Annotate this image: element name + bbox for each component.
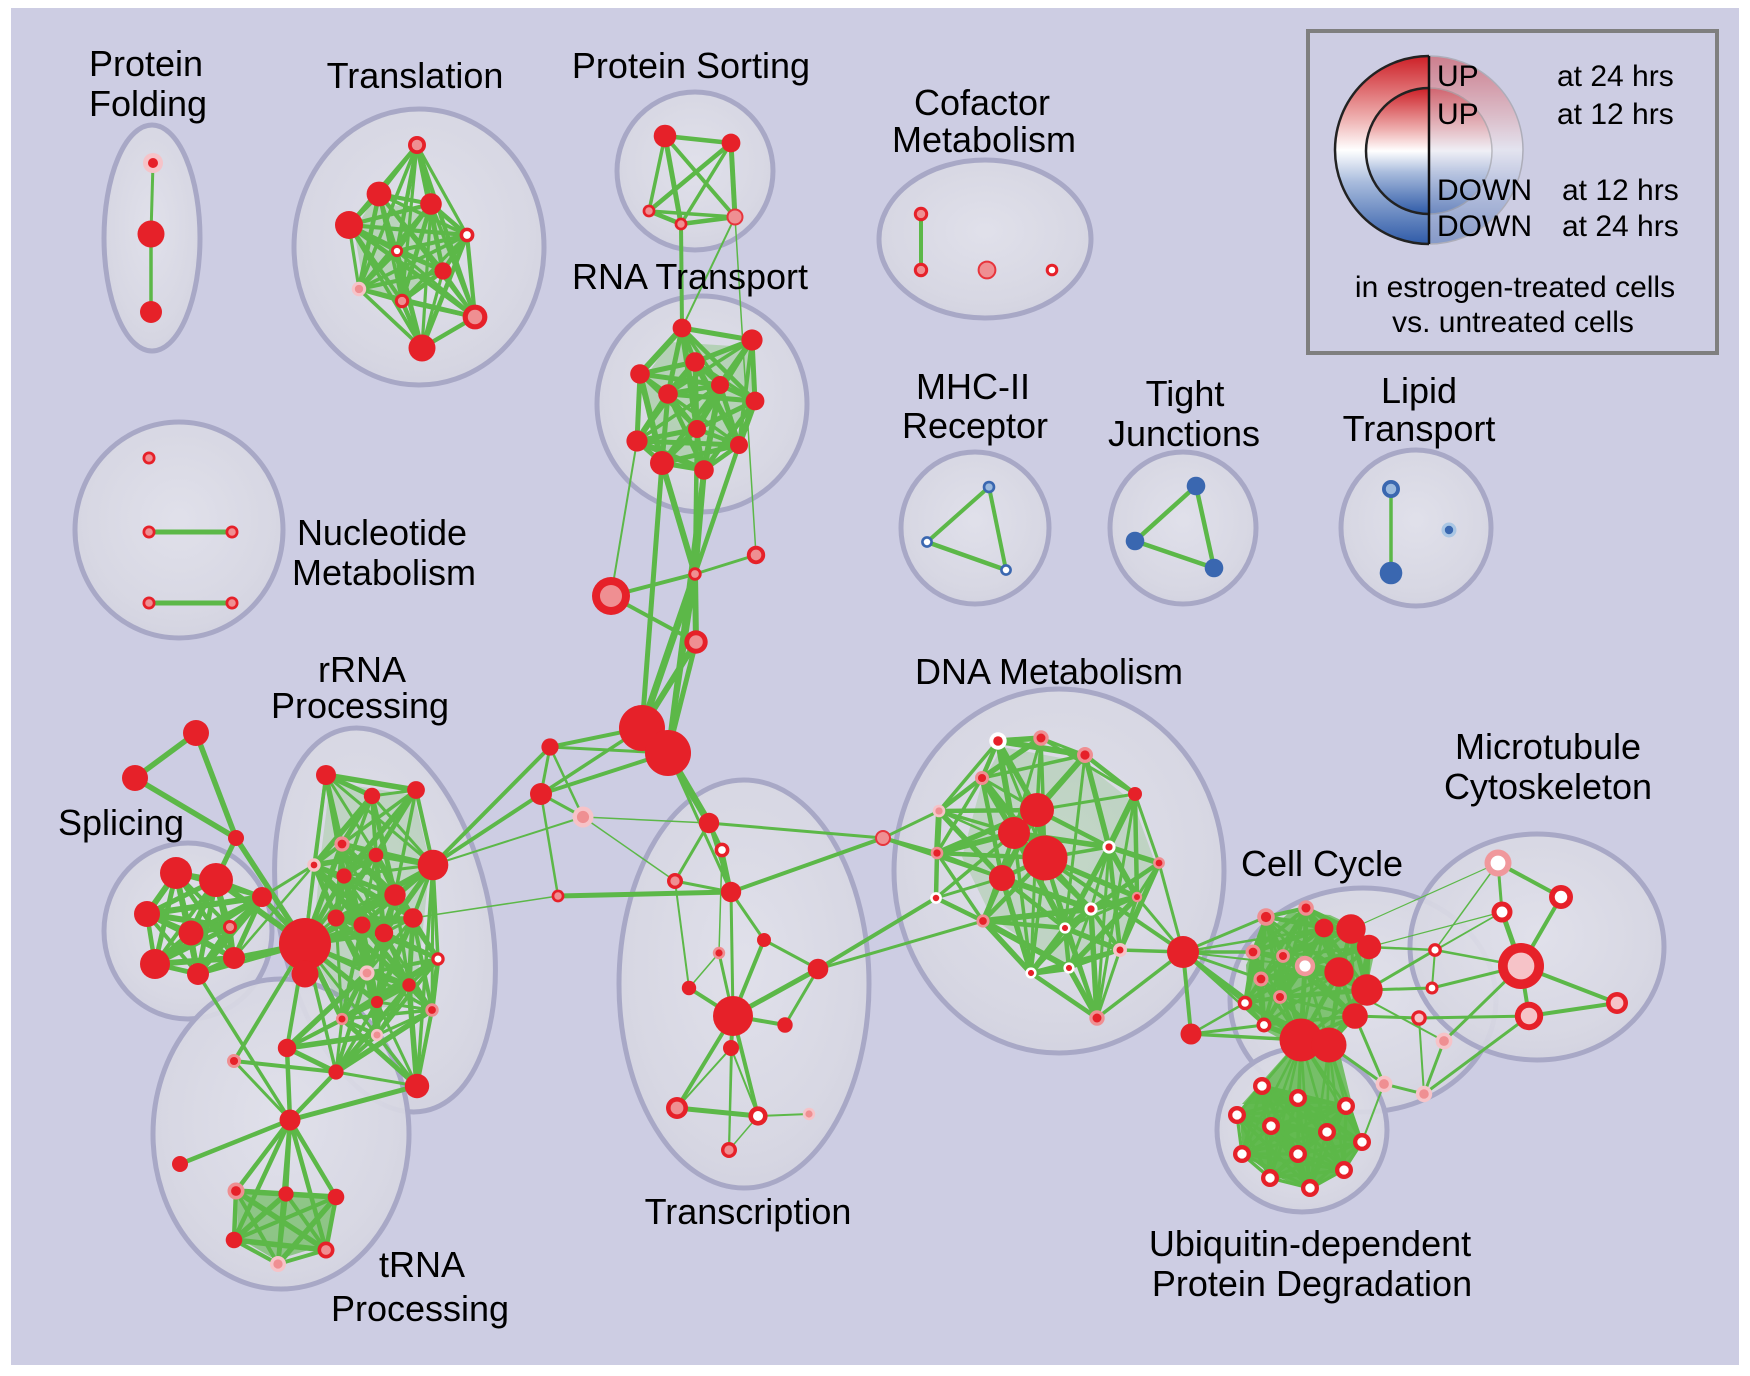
svg-text:Nucleotide: Nucleotide bbox=[297, 512, 467, 553]
svg-text:at 12 hrs: at 12 hrs bbox=[1557, 98, 1674, 131]
svg-text:at 24 hrs: at 24 hrs bbox=[1562, 210, 1679, 243]
svg-text:Cytoskeleton: Cytoskeleton bbox=[1444, 766, 1652, 807]
svg-text:Transcription: Transcription bbox=[645, 1191, 852, 1232]
svg-text:Protein Degradation: Protein Degradation bbox=[1152, 1263, 1472, 1304]
svg-text:UP: UP bbox=[1437, 60, 1479, 93]
svg-text:UP: UP bbox=[1437, 98, 1479, 131]
svg-text:DOWN: DOWN bbox=[1437, 210, 1532, 243]
svg-text:vs. untreated cells: vs. untreated cells bbox=[1392, 306, 1634, 339]
svg-text:RNA Transport: RNA Transport bbox=[572, 256, 808, 297]
svg-text:at 12 hrs: at 12 hrs bbox=[1562, 174, 1679, 207]
svg-text:Metabolism: Metabolism bbox=[892, 119, 1076, 160]
svg-text:Lipid: Lipid bbox=[1381, 370, 1457, 411]
svg-text:DNA Metabolism: DNA Metabolism bbox=[915, 651, 1183, 692]
svg-text:Protein Sorting: Protein Sorting bbox=[572, 45, 810, 86]
svg-text:at 24 hrs: at 24 hrs bbox=[1557, 60, 1674, 93]
svg-text:Folding: Folding bbox=[89, 83, 207, 124]
svg-text:Processing: Processing bbox=[331, 1288, 509, 1329]
svg-text:Junctions: Junctions bbox=[1108, 413, 1260, 454]
svg-text:Protein: Protein bbox=[89, 43, 203, 84]
svg-text:tRNA: tRNA bbox=[379, 1244, 465, 1285]
svg-text:Microtubule: Microtubule bbox=[1455, 726, 1641, 767]
svg-text:Tight: Tight bbox=[1146, 373, 1225, 414]
svg-text:Cell Cycle: Cell Cycle bbox=[1241, 843, 1403, 884]
svg-text:Splicing: Splicing bbox=[58, 802, 184, 843]
svg-text:Cofactor: Cofactor bbox=[914, 82, 1050, 123]
svg-text:Receptor: Receptor bbox=[902, 405, 1048, 446]
svg-text:Ubiquitin-dependent: Ubiquitin-dependent bbox=[1149, 1223, 1471, 1264]
svg-text:MHC-II: MHC-II bbox=[916, 366, 1030, 407]
svg-text:Translation: Translation bbox=[327, 55, 504, 96]
svg-text:DOWN: DOWN bbox=[1437, 174, 1532, 207]
svg-text:Metabolism: Metabolism bbox=[292, 552, 476, 593]
svg-text:in estrogen-treated cells: in estrogen-treated cells bbox=[1355, 271, 1675, 304]
svg-text:Transport: Transport bbox=[1343, 408, 1496, 449]
svg-text:Processing: Processing bbox=[271, 685, 449, 726]
svg-text:rRNA: rRNA bbox=[318, 649, 406, 690]
